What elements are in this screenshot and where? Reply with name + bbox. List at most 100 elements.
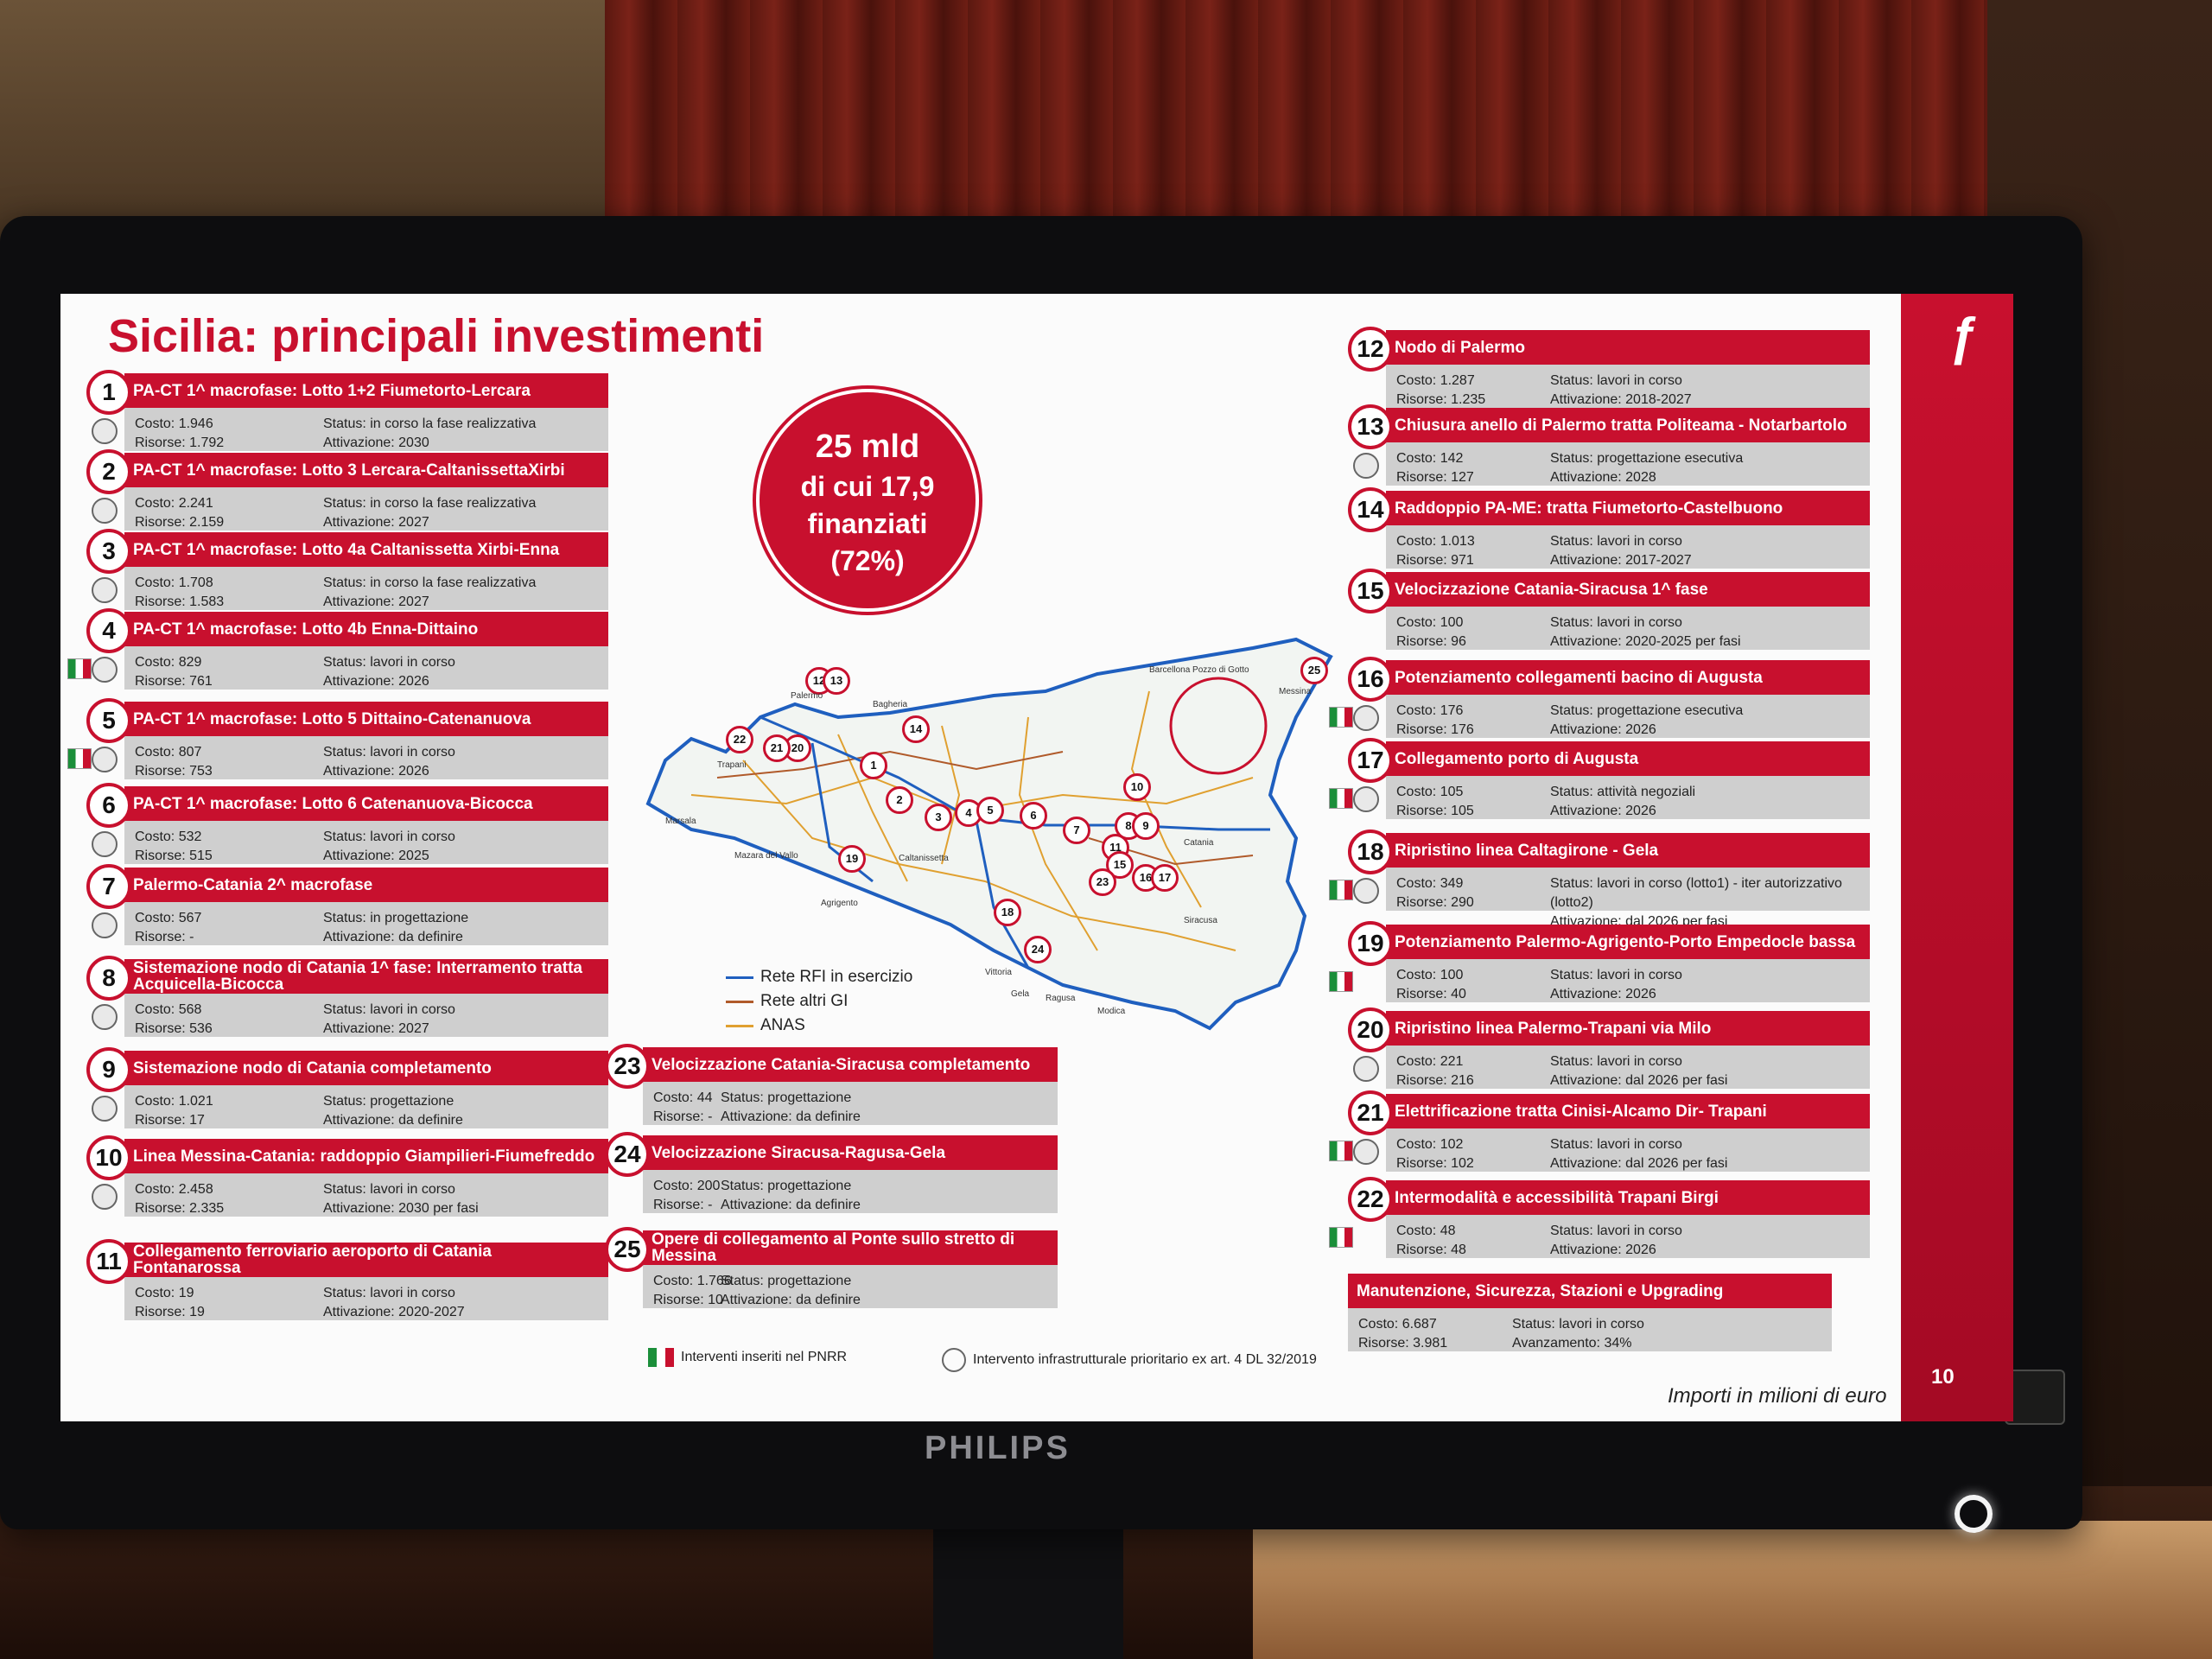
project-title: PA-CT 1^ macrofase: Lotto 4a Caltanisset… xyxy=(124,532,608,567)
project-title: Velocizzazione Catania-Siracusa 1^ fase xyxy=(1386,572,1870,607)
project-details: Costo: 829 Risorse: 761 Status: lavori i… xyxy=(124,646,608,690)
project-number: 7 xyxy=(86,864,131,909)
project-number: 5 xyxy=(86,698,131,743)
project-activation: Attivazione: 2026 xyxy=(323,764,429,779)
project-cost-col: Costo: 1.708 Risorse: 1.583 xyxy=(135,574,224,612)
map-marker[interactable]: 19 xyxy=(838,845,866,873)
legend-line-other xyxy=(726,1000,753,1003)
map-marker[interactable]: 13 xyxy=(823,667,850,695)
republic-emblem-icon xyxy=(92,1004,118,1030)
project-title: Raddoppio PA-ME: tratta Fiumetorto-Caste… xyxy=(1386,491,1870,525)
project-status: Status: lavori in corso xyxy=(323,655,455,670)
map-marker[interactable]: 1 xyxy=(860,752,887,779)
republic-emblem-icon xyxy=(1353,1139,1379,1165)
project-cost-col: Costo: 532 Risorse: 515 xyxy=(135,828,213,866)
project-status-col: Status: progettazione Attivazione: da de… xyxy=(721,1089,861,1127)
map-marker[interactable]: 5 xyxy=(976,797,1004,824)
map-marker[interactable]: 10 xyxy=(1123,773,1151,801)
map-marker[interactable]: 21 xyxy=(763,734,791,762)
project-details: Costo: 221 Risorse: 216 Status: lavori i… xyxy=(1386,1046,1870,1089)
project-status: Status: progettazione esecutiva xyxy=(1550,703,1744,718)
project-status: Status: progettazione xyxy=(323,1094,454,1109)
project-resources: Risorse: 102 xyxy=(1396,1156,1474,1171)
project-resources: Risorse: 2.335 xyxy=(135,1201,225,1216)
map-marker[interactable]: 18 xyxy=(994,899,1021,926)
project-status: Status: lavori in corso xyxy=(323,830,455,844)
project-details: Costo: 105 Risorse: 105 Status: attività… xyxy=(1386,776,1870,819)
project-activation: Attivazione: 2030 per fasi xyxy=(323,1201,479,1216)
project-number: 9 xyxy=(86,1047,131,1092)
project-title: Potenziamento Palermo-Agrigento-Porto Em… xyxy=(1386,925,1870,959)
project-resources: Risorse: 10 xyxy=(653,1293,723,1307)
republic-emblem-icon xyxy=(942,1348,966,1372)
project-details: Costo: 100 Risorse: 40 Status: lavori in… xyxy=(1386,959,1870,1002)
project-activation: Attivazione: da definire xyxy=(323,930,463,944)
project-resources: Risorse: 515 xyxy=(135,849,213,863)
project-card: 23 Velocizzazione Catania-Siracusa comple… xyxy=(605,1044,1058,1130)
monitor-stand xyxy=(933,1521,1123,1659)
map-marker[interactable]: 6 xyxy=(1020,802,1047,830)
republic-emblem-icon xyxy=(92,418,118,444)
map-marker[interactable]: 15 xyxy=(1106,851,1134,879)
project-cost: Costo: 221 xyxy=(1396,1054,1464,1069)
map-marker[interactable]: 22 xyxy=(726,726,753,753)
power-button-icon[interactable] xyxy=(1955,1495,1993,1533)
project-title: Manutenzione, Sicurezza, Stazioni e Upgr… xyxy=(1348,1274,1832,1308)
project-title: Sistemazione nodo di Catania completamen… xyxy=(124,1051,608,1085)
project-status-col: Status: lavori in corso Attivazione: dal… xyxy=(1550,1052,1727,1090)
project-cost: Costo: 1.021 xyxy=(135,1094,213,1109)
map-marker[interactable]: 7 xyxy=(1063,817,1090,844)
project-cost: Costo: 142 xyxy=(1396,451,1464,466)
map-marker[interactable]: 9 xyxy=(1132,812,1160,840)
italy-flag-icon xyxy=(1329,707,1353,728)
project-status: Status: progettazione xyxy=(721,1274,852,1288)
project-title: Palermo-Catania 2^ macrofase xyxy=(124,868,608,902)
project-details: Costo: 48 Risorse: 48 Status: lavori in … xyxy=(1386,1215,1870,1258)
project-cost: Costo: 567 xyxy=(135,911,202,925)
map-marker[interactable]: 17 xyxy=(1151,864,1179,892)
project-activation: Attivazione: 2027 xyxy=(323,594,429,609)
project-cost-col: Costo: 44 Risorse: - xyxy=(653,1089,712,1127)
project-cost-col: Costo: 1.287 Risorse: 1.235 xyxy=(1396,372,1485,410)
project-status-col: Status: attività negoziali Attivazione: … xyxy=(1550,783,1695,821)
priority-legend: Intervento infrastrutturale prioritario … xyxy=(942,1348,1317,1372)
project-cost: Costo: 1.766 xyxy=(653,1274,732,1288)
project-card: 4 PA-CT 1^ macrofase: Lotto 4b Enna-Ditta… xyxy=(67,608,608,695)
map-marker[interactable]: 14 xyxy=(902,715,930,743)
project-status: Status: attività negoziali xyxy=(1550,785,1696,799)
project-cost: Costo: 1.946 xyxy=(135,416,213,431)
project-status-col: Status: lavori in corso Attivazione: 202… xyxy=(323,828,455,866)
project-cost: Costo: 568 xyxy=(135,1002,202,1017)
italy-flag-icon xyxy=(1329,1141,1353,1161)
map-marker[interactable]: 25 xyxy=(1300,657,1328,684)
project-status: Status: in progettazione xyxy=(323,911,469,925)
map-marker[interactable]: 11 xyxy=(1102,834,1129,861)
republic-emblem-icon xyxy=(1353,878,1379,904)
project-title: Linea Messina-Catania: raddoppio Giampil… xyxy=(124,1139,608,1173)
map-marker[interactable]: 24 xyxy=(1024,936,1052,963)
italy-flag-icon xyxy=(648,1348,674,1367)
project-activation: Avanzamento: 34% xyxy=(1512,1336,1632,1351)
legend-item: Rete RFI in esercizio xyxy=(726,968,912,987)
italy-flag-icon xyxy=(1329,1227,1353,1248)
map-marker[interactable]: 23 xyxy=(1089,868,1116,896)
project-status-col: Status: lavori in corso Attivazione: 202… xyxy=(323,653,455,691)
project-status: Status: lavori in corso xyxy=(1550,1137,1682,1152)
map-marker[interactable]: 2 xyxy=(886,786,913,814)
project-resources: Risorse: 3.981 xyxy=(1358,1336,1448,1351)
project-resources: Risorse: 536 xyxy=(135,1021,213,1036)
project-number: 2 xyxy=(86,449,131,494)
project-title: PA-CT 1^ macrofase: Lotto 6 Catenanuova-… xyxy=(124,786,608,821)
project-details: Costo: 2.241 Risorse: 2.159 Status: in c… xyxy=(124,487,608,531)
project-activation: Attivazione: 2026 xyxy=(1550,722,1656,737)
project-status: Status: lavori in corso xyxy=(1550,968,1682,982)
project-cost: Costo: 2.241 xyxy=(135,496,213,511)
italy-flag-icon xyxy=(67,748,92,769)
project-details: Costo: 142 Risorse: 127 Status: progetta… xyxy=(1386,442,1870,486)
project-cost: Costo: 807 xyxy=(135,745,202,760)
project-resources: Risorse: 1.235 xyxy=(1396,392,1486,407)
map-marker[interactable]: 3 xyxy=(925,804,952,831)
project-cost-col: Costo: 567 Risorse: - xyxy=(135,909,201,947)
project-card: 11 Collegamento ferroviario aeroporto di … xyxy=(86,1239,608,1325)
republic-emblem-icon xyxy=(1353,786,1379,812)
